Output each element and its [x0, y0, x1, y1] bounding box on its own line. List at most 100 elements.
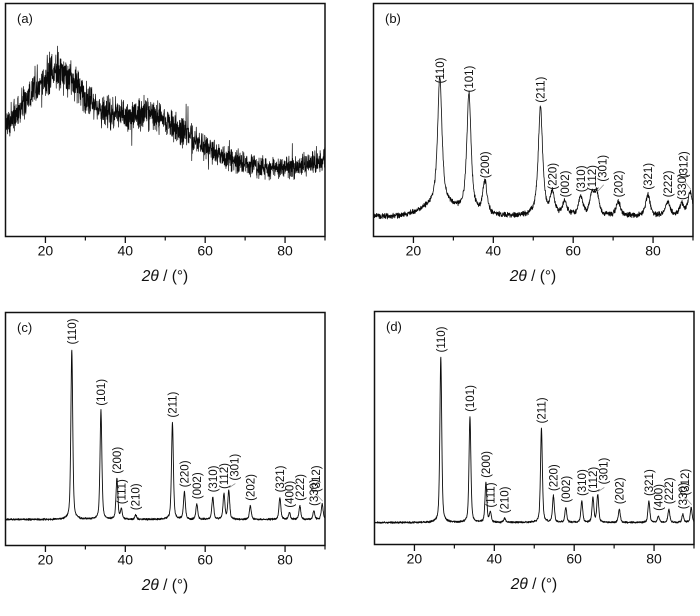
peak-hkl-label: (210)	[500, 486, 512, 513]
peak-hkl-label: (310)	[577, 469, 589, 496]
x-axis-title-theta: 2θ	[510, 576, 528, 593]
peak-hkl-label: (321)	[275, 465, 287, 492]
tick-label: 60	[565, 243, 581, 259]
peak-hkl-label: (211)	[167, 391, 179, 417]
tick-label: 60	[197, 552, 213, 568]
peak-hkl-label: (202)	[613, 170, 625, 197]
plot-frame	[4, 311, 326, 547]
peak-hkl-label: (111)	[485, 482, 497, 507]
peak-hkl-label: (202)	[614, 477, 626, 504]
peak-hkl-label: (112)	[587, 165, 599, 191]
peak-hkl-label: (310)	[576, 165, 588, 192]
peak-hkl-label: (222)	[663, 170, 675, 197]
peak-hkl-label: (301)	[229, 454, 241, 481]
tick-label: 40	[118, 243, 134, 259]
peak-hkl-label: (112)	[588, 467, 600, 493]
peak-hkl-label: (220)	[548, 464, 560, 491]
peak-label-connector	[598, 487, 605, 492]
peak-hkl-label: (110)	[67, 318, 79, 344]
plot-frame	[373, 310, 695, 546]
peak-hkl-label: (111)	[116, 479, 128, 504]
x-axis-title-units: / (°)	[527, 576, 558, 593]
xrd-trace	[374, 356, 695, 524]
peak-hkl-label: (211)	[536, 397, 548, 423]
peak-hkl-label: (101)	[465, 385, 477, 412]
tick-label: 40	[118, 552, 134, 568]
peak-hkl-label: (002)	[192, 472, 204, 499]
x-axis-title-theta: 2θ	[141, 268, 159, 285]
x-axis-title-c: 2θ / (°)	[4, 577, 326, 595]
tick-label: 60	[197, 243, 213, 259]
peak-hkl-label: (202)	[245, 474, 257, 501]
peak-hkl-label: (200)	[480, 151, 492, 178]
xrd-plot-d: (110) (101) (200) (111) (210) (211) (220) (002)…	[373, 310, 695, 567]
peak-hkl-label: (222)	[295, 474, 307, 501]
panel-label-a: (a)	[17, 11, 33, 26]
panel-label-b: (b)	[385, 11, 401, 26]
x-axis-title-a: 2θ / (°)	[4, 268, 326, 286]
tick-label: 20	[406, 243, 422, 259]
xrd-trace	[373, 76, 694, 220]
peak-hkl-label: (301)	[598, 457, 610, 484]
xrd-trace	[5, 45, 326, 181]
panel-b: (110) (101) (200) (211) (220) (002) (310) (112)…	[372, 2, 700, 302]
xrd-trace	[5, 349, 326, 521]
peak-label-connector	[229, 483, 236, 488]
peak-hkl-label: (110)	[436, 326, 448, 352]
x-axis-title-theta: 2θ	[509, 268, 527, 285]
peak-hkl-label: (220)	[547, 163, 559, 190]
peak-hkl-label: (101)	[96, 379, 108, 406]
x-axis-title-units: / (°)	[526, 268, 557, 285]
tick-label: 60	[566, 551, 582, 567]
tick-label: 20	[407, 551, 423, 567]
x-axis-title-units: / (°)	[158, 268, 189, 285]
xrd-plot-c: (110) (101) (200) (111) (210) (211) (220) (002)…	[4, 311, 326, 568]
tick-label: 80	[277, 552, 293, 568]
tick-label: 80	[645, 243, 661, 259]
tick-label: 80	[277, 243, 293, 259]
peak-label-connector	[596, 184, 604, 192]
peak-hkl-label: (112)	[219, 463, 231, 489]
tick-label: 80	[646, 551, 662, 567]
peak-hkl-label: (301)	[598, 155, 610, 182]
peak-hkl-label: (321)	[643, 163, 655, 190]
peak-hkl-label: (222)	[664, 477, 676, 504]
x-axis-title-d: 2θ / (°)	[373, 576, 695, 594]
peak-label-connector	[684, 180, 691, 190]
panel-d: (110) (101) (200) (111) (210) (211) (220) (002)…	[373, 310, 700, 610]
peak-hkl-label: (330)	[309, 479, 321, 506]
peak-label-connector	[685, 498, 692, 505]
peak-hkl-label: (211)	[535, 77, 547, 103]
peak-hkl-label: (312)	[311, 465, 323, 492]
peak-hkl-label: (330)	[677, 173, 689, 200]
x-axis-title-theta: 2θ	[141, 577, 159, 594]
panel-c: (110) (101) (200) (111) (210) (211) (220) (002)…	[4, 311, 336, 611]
peak-hkl-label: (101)	[464, 65, 476, 92]
tick-label: 40	[487, 551, 503, 567]
peak-label-connector	[316, 494, 323, 502]
peak-hkl-label: (210)	[131, 483, 143, 510]
panel-label-c: (c)	[17, 320, 33, 335]
peak-hkl-label: (002)	[561, 476, 573, 503]
peak-hkl-label: (330)	[678, 482, 690, 509]
peak-hkl-label: (002)	[560, 170, 572, 197]
peak-hkl-label: (200)	[112, 447, 124, 474]
xrd-plot-a: 20 40 60 80	[4, 2, 326, 259]
x-axis-title-units: / (°)	[158, 577, 189, 594]
peak-hkl-label: (110)	[435, 57, 447, 83]
panel-label-d: (d)	[386, 319, 402, 334]
panel-a: 20 40 60 80 (a) 2θ / (°)	[4, 2, 336, 302]
peak-hkl-label: (310)	[208, 465, 220, 492]
peak-hkl-label: (312)	[680, 469, 692, 496]
peak-hkl-label: (400)	[653, 484, 665, 511]
tick-label: 20	[38, 243, 54, 259]
peak-hkl-label: (220)	[179, 460, 191, 487]
peak-hkl-label: (400)	[284, 481, 296, 508]
peak-hkl-label: (312)	[678, 151, 690, 178]
plot-frame	[4, 2, 326, 238]
x-axis-title-b: 2θ / (°)	[372, 268, 694, 286]
peak-hkl-label: (321)	[644, 469, 656, 496]
tick-label: 20	[38, 552, 54, 568]
tick-label: 40	[486, 243, 502, 259]
plot-frame	[372, 2, 694, 238]
